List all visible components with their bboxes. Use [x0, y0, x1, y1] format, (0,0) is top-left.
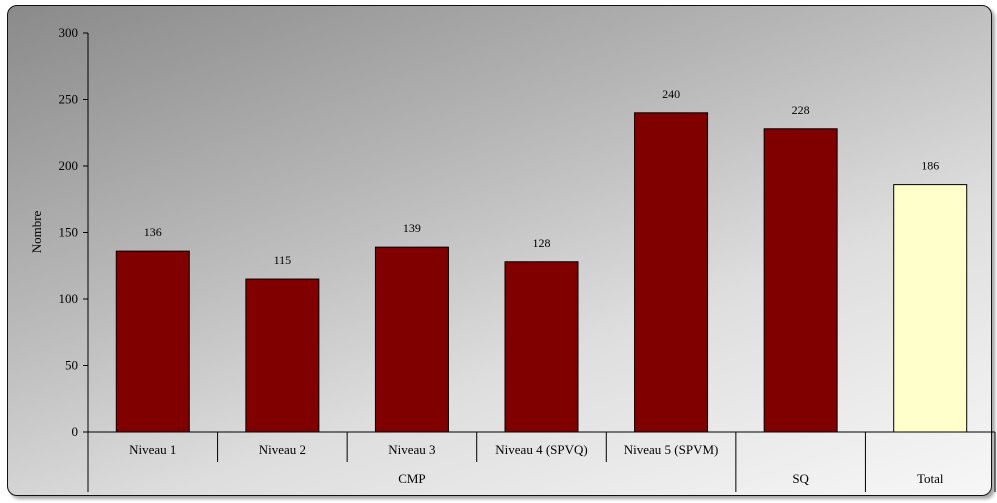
bars: 136 115 139 128 240 228 186 [115, 87, 968, 433]
data-label: 139 [403, 221, 421, 235]
y-tick-label: 50 [65, 358, 78, 373]
y-tick-label: 150 [59, 225, 79, 240]
data-label: 115 [274, 253, 292, 267]
x-group-label: SQ [792, 471, 809, 486]
bar [634, 112, 709, 433]
bar [374, 246, 449, 433]
x-group-label: Total [917, 471, 944, 486]
bar [763, 128, 838, 433]
y-tick-label: 300 [59, 25, 79, 40]
data-label: 136 [144, 225, 162, 239]
y-tick-label: 200 [59, 158, 79, 173]
y-axis: 0 50 100 150 200 250 300 [59, 25, 89, 439]
data-label: 240 [662, 87, 680, 101]
y-tick-label: 250 [59, 92, 79, 107]
data-label: 228 [792, 103, 810, 117]
bar [115, 250, 190, 433]
bar [893, 184, 968, 433]
bar [245, 278, 320, 433]
y-axis-label: Nombre [29, 210, 44, 253]
x-category-label: Niveau 5 (SPVM) [624, 442, 719, 457]
x-category-label: Niveau 1 [129, 442, 176, 457]
x-axis: Niveau 1 Niveau 2 Niveau 3 Niveau 4 (SPVQ) N… [87, 431, 996, 492]
x-category-label: Niveau 2 [259, 442, 306, 457]
x-category-label: Niveau 3 [388, 442, 435, 457]
x-category-label: Niveau 4 (SPVQ) [495, 442, 587, 457]
bar [504, 261, 579, 433]
data-label: 128 [533, 236, 551, 250]
y-tick-label: 0 [72, 424, 79, 439]
data-label: 186 [921, 159, 939, 173]
y-tick-label: 100 [59, 291, 79, 306]
x-group-label: CMP [398, 471, 425, 486]
